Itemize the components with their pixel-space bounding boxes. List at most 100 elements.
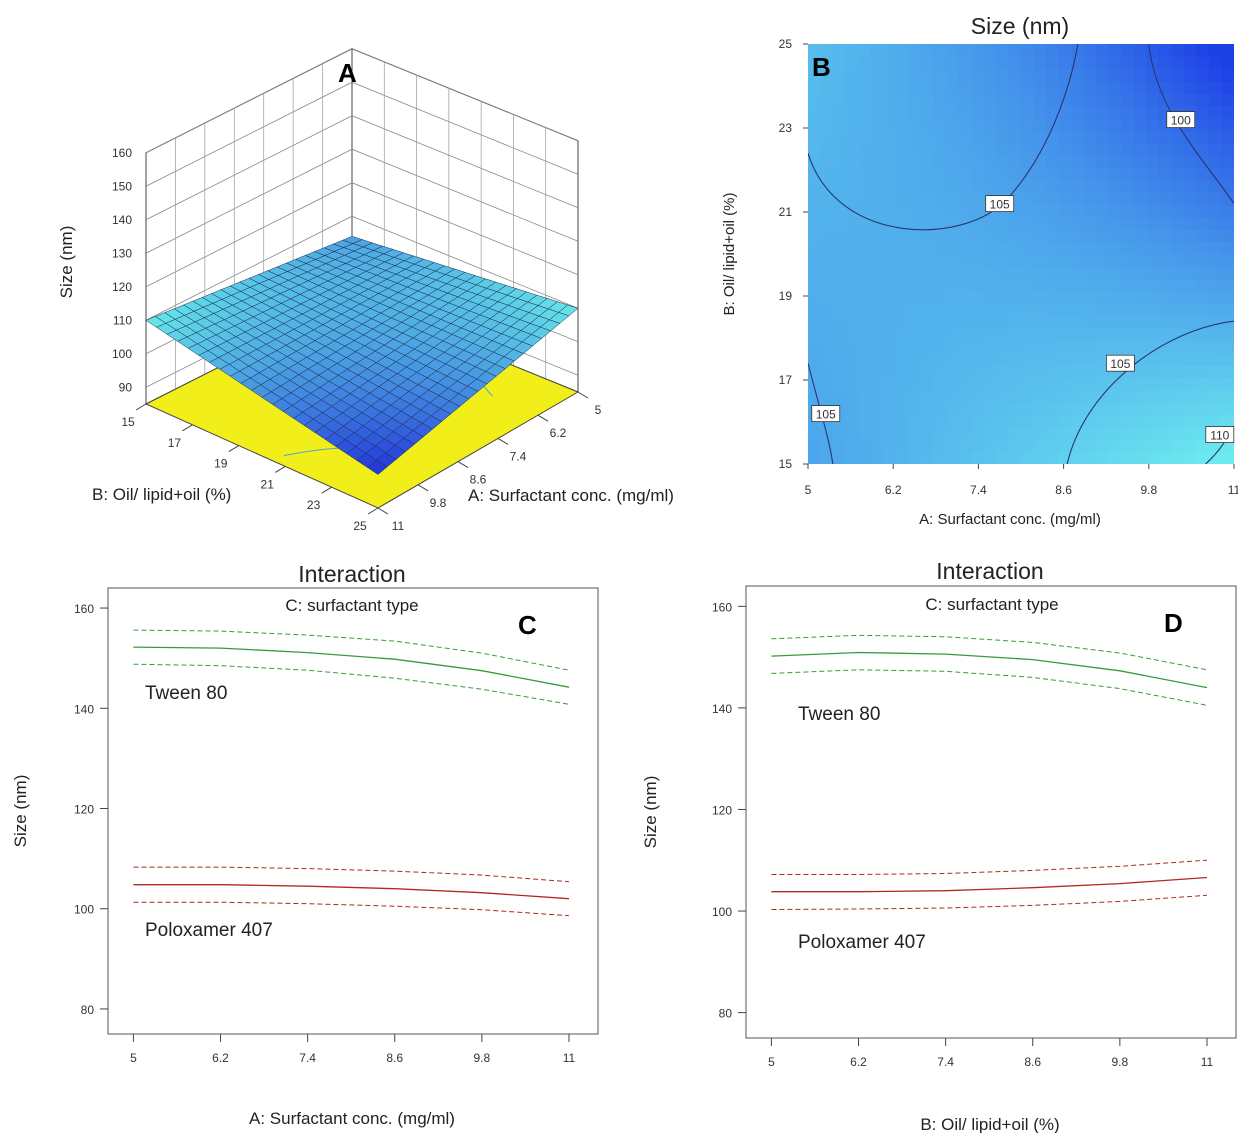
contour-cell [1008,167,1022,181]
contour-cell [833,315,847,329]
contour-cell [820,278,834,292]
contour-cell [870,93,884,107]
contour-cell [1183,365,1198,379]
x-tick-label: 11 [1228,483,1238,497]
contour-cell [920,389,934,403]
contour-cell [958,105,972,119]
contour-cell [970,105,985,119]
series-label-tween: Tween 80 [798,704,880,725]
contour-cell [1096,266,1110,280]
contour-cell [958,118,972,132]
b-tick [135,403,147,411]
contour-cell [1096,303,1110,317]
z-tick-label: 120 [112,280,132,294]
contour-cell [958,365,972,379]
contour-cell [1021,142,1035,156]
contour-cell [1183,254,1198,267]
contour-cell [1208,278,1223,292]
contour-cell [908,44,922,57]
contour-cell [1208,352,1223,366]
interaction-ticks: 5 6.2 7.4 8.6 9.8 11 80 100 120 140 160 [712,600,1214,1069]
contour-cell [1221,93,1234,107]
contour-cell [1096,204,1110,218]
contour-cell [1146,352,1160,366]
contour-cell [1183,192,1198,206]
contour-cell [970,130,985,144]
x-tick-label: 5 [130,1051,137,1065]
contour-cell [908,328,922,342]
contour-cell [995,105,1010,119]
contour-cell [945,229,959,243]
contour-cell [1083,192,1097,206]
contour-cell [908,389,922,403]
contour-cell [1008,402,1022,416]
contour-cell [1083,105,1097,119]
contour-cell [1058,414,1072,428]
contour-cell [1121,315,1135,329]
contour-cell [845,451,859,464]
contour-cell [820,81,834,95]
contour-cell [970,328,985,342]
contour-cell [1058,56,1072,70]
contour-cell [908,451,922,464]
contour-cell [858,451,872,464]
contour-cell [983,328,997,342]
contour-cell [1046,44,1060,57]
contour-cell [1108,389,1122,403]
contour-cell [808,142,822,156]
contour-cell [983,56,997,70]
contour-cell [1008,352,1022,366]
contour-cell [933,426,947,440]
contour-cell [1183,142,1198,156]
contour-cell [1208,130,1223,144]
contour-cell [1171,68,1185,82]
contour-cell [1133,142,1147,156]
contour-cell [1083,266,1097,280]
contour-cell [1096,328,1110,342]
contour-cell [1096,451,1110,464]
contour-cell [983,451,997,464]
contour-cell [945,204,959,218]
contour-cell [1083,167,1097,181]
contour-cell [1108,303,1122,317]
contour-cell [958,179,972,193]
contour-cell [958,426,972,440]
contour-cell [958,266,972,280]
contour-cell [983,118,997,132]
contour-cell [1083,216,1097,230]
contour-cell [995,142,1010,156]
contour-cell [1208,229,1223,243]
contour-cell [1046,68,1060,82]
contour-cell [920,340,934,354]
contour-cell [808,155,822,169]
z-tick-label: 100 [112,347,132,361]
contour-cell [1058,155,1072,169]
contour-cell [808,266,822,280]
contour-cell [870,278,884,292]
contour-cell [1071,291,1085,305]
contour-cell [1208,303,1223,317]
y-tick-label: 17 [779,373,793,387]
contour-cell [995,229,1010,243]
contour-plot-b: 100 105 105 105 110 5 6.2 7.4 8.6 9.8 11 15 17 19 21 2… [721,13,1238,528]
contour-cell [833,93,847,107]
contour-label: 105 [990,198,1010,212]
contour-cell [1046,254,1060,267]
contour-cell [870,291,884,305]
contour-cell [970,68,985,82]
contour-cell [908,179,922,193]
contour-cell [833,266,847,280]
contour-cell [870,340,884,354]
y-tick-label: 120 [74,802,94,816]
contour-cell [883,365,897,379]
contour-cell [1033,229,1047,243]
contour-cell [1183,303,1198,317]
contour-cell [845,118,859,132]
contour-cell [1096,414,1110,428]
contour-cell [858,142,872,156]
contour-cell [1196,315,1210,329]
contour-cell [1221,241,1234,255]
contour-cell [1096,229,1110,243]
contour-cell [1046,328,1060,342]
contour-cell [858,278,872,292]
